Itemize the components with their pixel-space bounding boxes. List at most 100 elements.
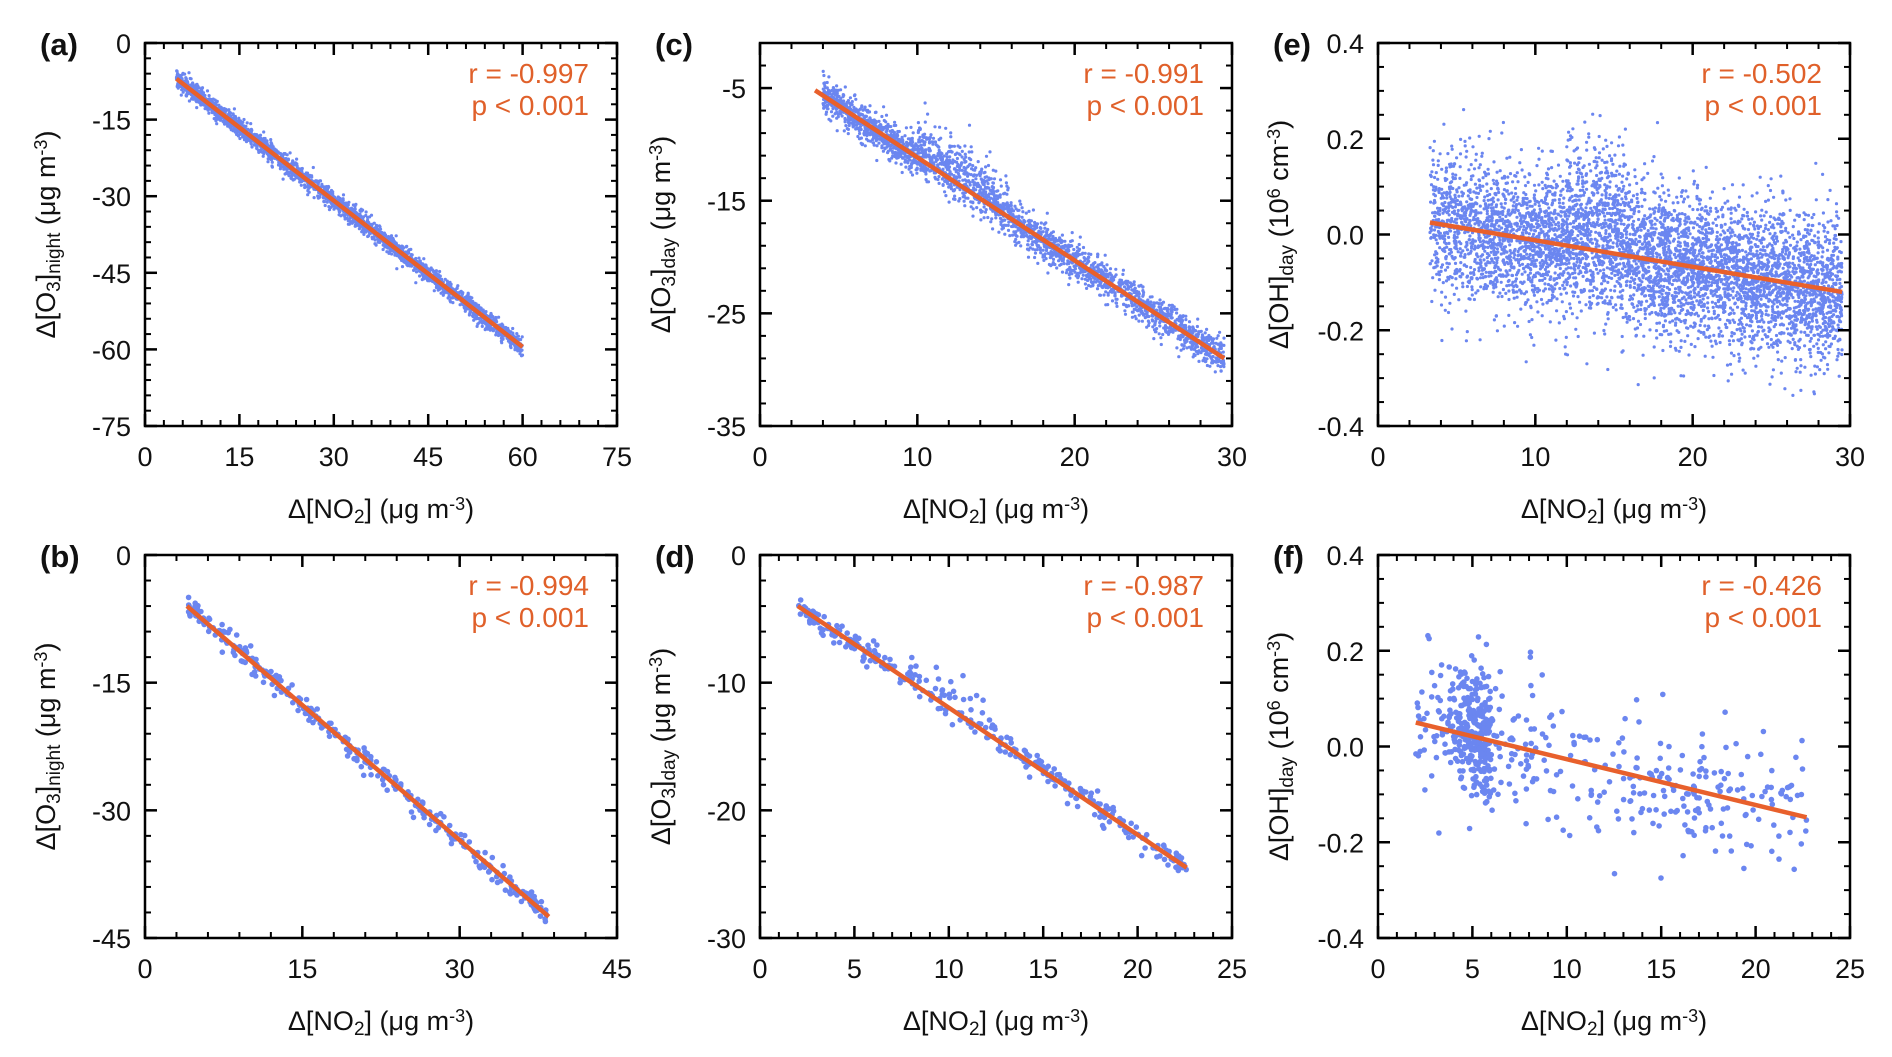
data-point <box>390 248 394 253</box>
data-point <box>469 310 473 314</box>
data-point <box>218 118 222 122</box>
data-point <box>1076 271 1080 275</box>
data-point <box>491 315 495 319</box>
data-point <box>1019 202 1023 206</box>
data-point <box>316 182 320 186</box>
data-point <box>960 168 964 172</box>
data-point <box>883 126 887 130</box>
data-point <box>863 144 867 148</box>
data-point <box>1151 319 1155 323</box>
data-point <box>961 191 965 195</box>
data-point <box>1114 273 1118 277</box>
data-point <box>253 143 258 147</box>
data-point <box>1069 239 1073 243</box>
data-point <box>187 71 191 75</box>
y-tick-label: -15 <box>92 106 131 136</box>
data-point <box>829 119 833 123</box>
data-point <box>982 171 986 175</box>
data-point <box>191 85 195 89</box>
data-point <box>869 119 873 123</box>
data-point <box>835 95 839 99</box>
data-point <box>506 329 510 333</box>
y-tick-label: 0 <box>116 29 131 59</box>
data-point <box>243 134 247 138</box>
data-point <box>1038 226 1042 230</box>
data-point <box>917 151 922 155</box>
data-point <box>418 274 422 278</box>
data-point <box>1027 209 1031 213</box>
data-point <box>232 107 236 111</box>
data-point <box>438 274 442 278</box>
data-point <box>181 90 185 94</box>
data-point <box>1104 303 1108 307</box>
data-point <box>486 327 490 331</box>
data-point <box>923 140 927 144</box>
data-point <box>886 151 890 155</box>
data-point <box>374 223 379 227</box>
data-point <box>180 73 184 77</box>
data-point <box>927 146 931 150</box>
data-point <box>953 194 957 198</box>
data-point <box>325 186 329 190</box>
data-point <box>962 194 966 198</box>
data-point <box>197 99 201 103</box>
label-part: -3 <box>31 140 51 156</box>
data-point <box>960 149 964 153</box>
label-part: 3 <box>44 281 65 292</box>
data-point <box>1196 345 1200 349</box>
data-point <box>249 142 253 146</box>
data-point <box>249 122 253 126</box>
data-point <box>408 264 412 268</box>
data-point <box>903 160 907 164</box>
data-point <box>865 137 869 141</box>
data-point <box>1167 303 1171 307</box>
data-point <box>445 279 449 283</box>
data-point <box>1195 324 1199 329</box>
data-point <box>901 156 905 160</box>
data-point <box>1025 247 1030 251</box>
data-point <box>933 175 937 179</box>
data-point <box>971 164 975 168</box>
data-point <box>1088 274 1092 278</box>
data-point <box>417 260 421 264</box>
data-point <box>295 165 299 169</box>
data-point <box>909 139 913 143</box>
data-point <box>1137 313 1141 317</box>
data-point <box>286 172 290 176</box>
data-point <box>262 138 266 142</box>
data-point <box>1167 331 1171 335</box>
data-point <box>822 73 826 78</box>
data-point <box>1067 273 1071 277</box>
data-point <box>1205 357 1209 361</box>
data-point <box>1044 248 1049 253</box>
data-point <box>425 276 429 280</box>
data-point <box>923 169 927 174</box>
data-point <box>894 161 898 165</box>
data-point <box>1055 266 1059 270</box>
data-point <box>337 213 341 217</box>
x-tick-label: 75 <box>602 442 632 472</box>
data-point <box>497 315 501 319</box>
data-point <box>501 323 505 328</box>
data-point <box>1186 337 1190 341</box>
data-point <box>930 140 934 144</box>
data-point <box>895 132 899 136</box>
data-point <box>1007 220 1011 224</box>
data-point <box>1177 315 1181 319</box>
data-point <box>476 322 480 326</box>
data-point <box>473 316 477 320</box>
data-point <box>891 146 896 150</box>
data-point <box>978 174 982 178</box>
data-point <box>1039 251 1043 255</box>
data-point <box>500 335 504 339</box>
data-point <box>175 84 179 89</box>
data-point <box>1046 271 1050 275</box>
data-point <box>1215 336 1219 340</box>
data-point <box>283 152 287 156</box>
data-point <box>1115 304 1119 308</box>
label-part: -3 <box>449 494 465 514</box>
data-point <box>195 106 199 110</box>
data-point <box>1039 221 1043 225</box>
data-point <box>1114 267 1118 271</box>
data-point <box>1077 242 1081 247</box>
